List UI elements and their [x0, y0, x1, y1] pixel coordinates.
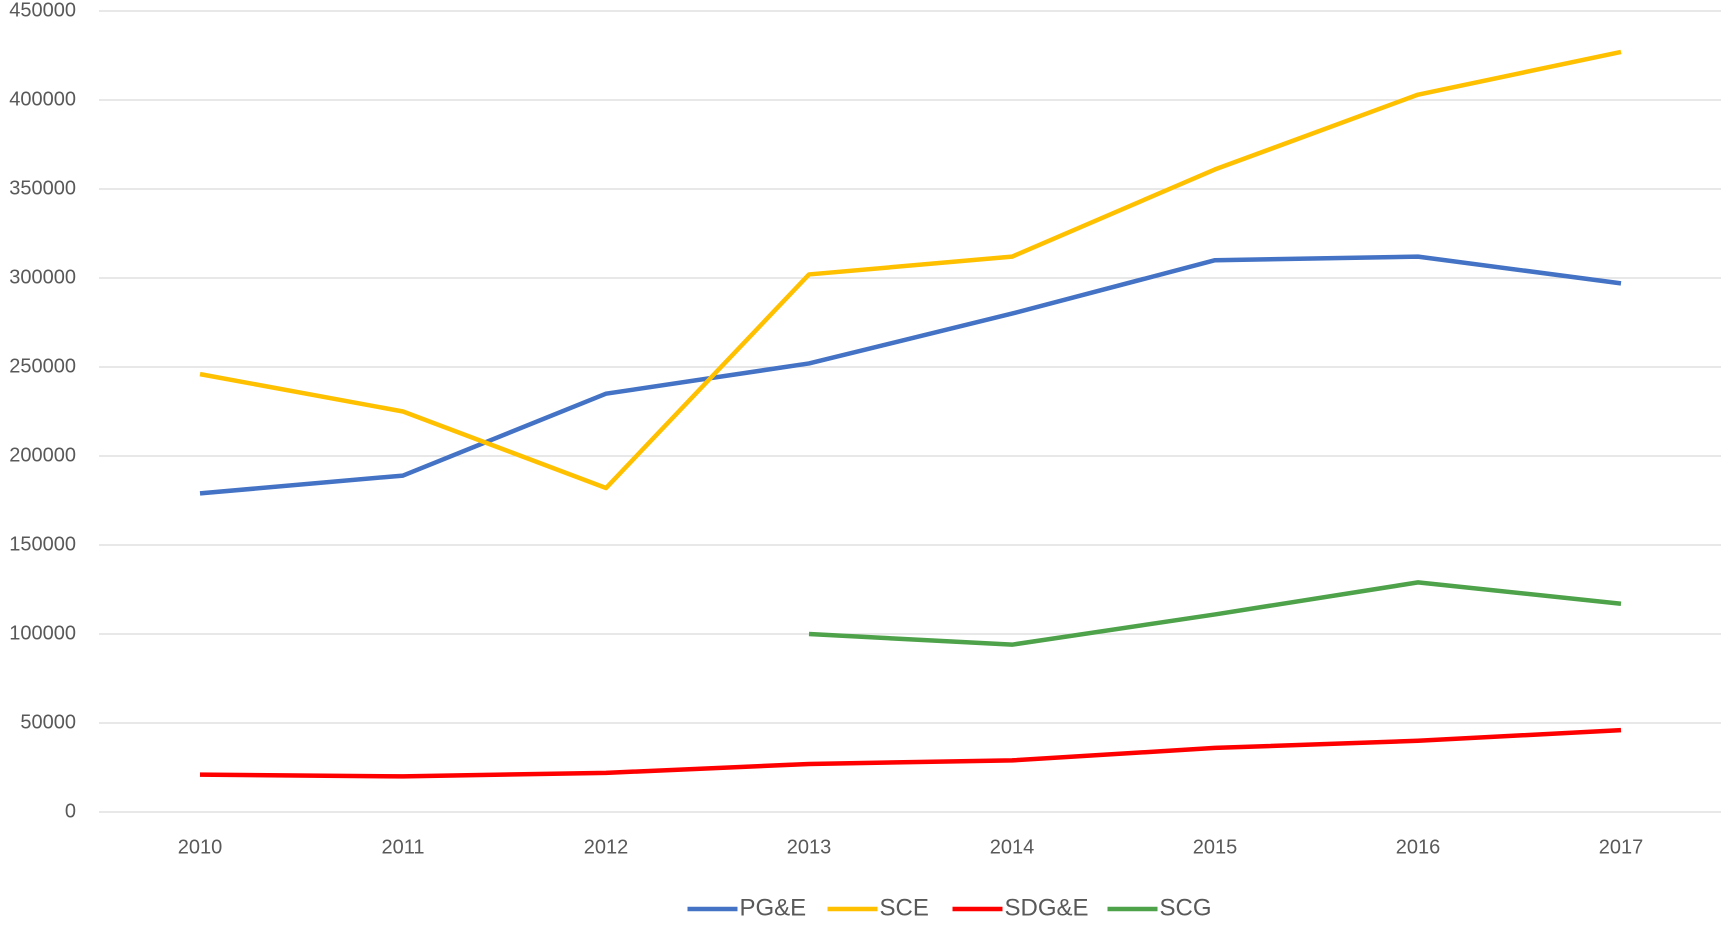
x-tick-label: 2012	[584, 836, 629, 858]
legend-label: SCG	[1160, 894, 1212, 921]
x-tick-label: 2016	[1396, 836, 1441, 858]
y-tick-label: 150000	[9, 533, 76, 555]
y-tick-label: 0	[65, 800, 76, 822]
y-tick-label: 100000	[9, 622, 76, 644]
legend-label: SDG&E	[1005, 894, 1089, 921]
y-tick-label: 200000	[9, 444, 76, 466]
x-tick-label: 2017	[1599, 836, 1644, 858]
x-tick-label: 2010	[178, 836, 223, 858]
x-tick-label: 2011	[381, 836, 424, 858]
y-tick-label: 450000	[9, 0, 76, 21]
x-tick-label: 2015	[1193, 836, 1238, 858]
y-tick-label: 250000	[9, 355, 76, 377]
series-line	[199, 49, 1622, 491]
series-line	[199, 254, 1622, 496]
x-tick-label: 2013	[787, 836, 832, 858]
series-line	[199, 727, 1622, 779]
y-tick-label: 400000	[9, 88, 76, 110]
y-tick-label: 350000	[9, 177, 76, 199]
legend-label: PG&E	[740, 894, 807, 921]
y-tick-label: 50000	[20, 711, 76, 733]
legend-label: SCE	[880, 894, 929, 921]
y-tick-label: 300000	[9, 266, 76, 288]
x-tick-label: 2014	[990, 836, 1035, 858]
series-line	[808, 580, 1622, 647]
